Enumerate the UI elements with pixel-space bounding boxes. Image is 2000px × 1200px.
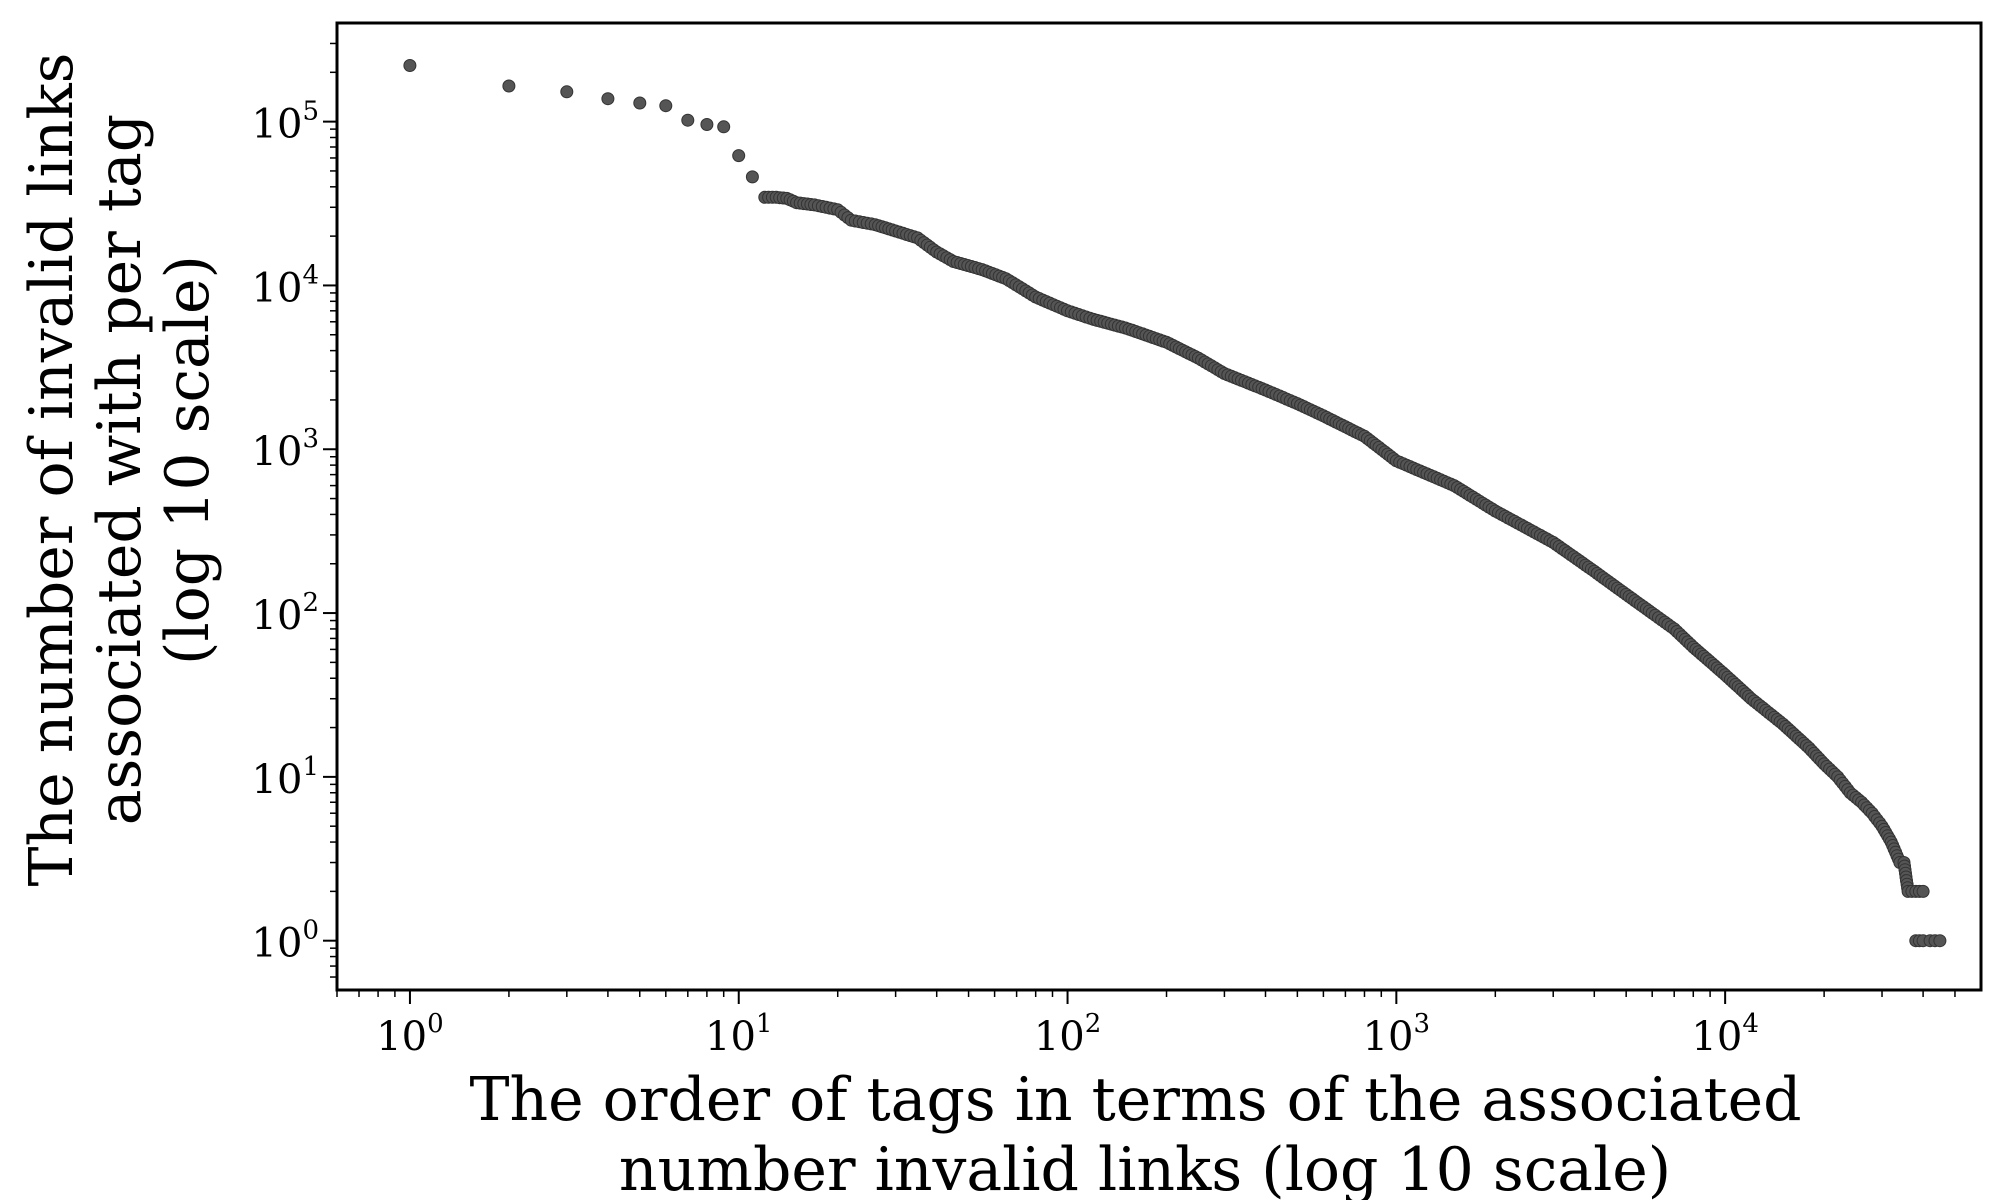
data-point — [681, 113, 695, 127]
y-axis-label: The number of invalid links associated w… — [17, 33, 223, 886]
tick-label-exponent: 1 — [756, 1009, 773, 1039]
tick-label-exponent: 0 — [302, 916, 319, 946]
tick-label-base: 10 — [252, 102, 303, 148]
tick-label-exponent: 4 — [302, 260, 319, 290]
tick-label-exponent: 3 — [1414, 1009, 1431, 1039]
x-axis-label-line: number invalid links (log 10 scale) — [619, 1135, 1671, 1200]
data-point — [1933, 934, 1947, 948]
y-tick-label: 103 — [252, 424, 319, 475]
y-axis-label-line: (log 10 scale) — [153, 255, 223, 665]
data-point — [560, 85, 574, 99]
data-point — [601, 92, 615, 106]
tick-label-base: 10 — [252, 921, 303, 967]
tick-label-base: 10 — [252, 757, 303, 803]
x-axis-label-line: The order of tags in terms of the associ… — [469, 1065, 1801, 1135]
y-tick-label: 104 — [252, 260, 319, 311]
data-points — [403, 59, 1947, 948]
tick-label-exponent: 5 — [302, 97, 319, 127]
data-point — [745, 170, 759, 184]
tick-label-exponent: 2 — [302, 588, 319, 618]
tick-label-base: 10 — [252, 429, 303, 475]
data-point — [403, 59, 417, 72]
tick-label-base: 10 — [705, 1014, 756, 1060]
tick-label-exponent: 3 — [302, 424, 319, 454]
y-tick-label: 105 — [252, 97, 319, 148]
data-point — [659, 99, 673, 113]
tick-label-base: 10 — [376, 1014, 427, 1060]
data-point — [732, 149, 746, 163]
plot-area — [335, 21, 1983, 992]
data-point — [700, 118, 714, 131]
tick-label-exponent: 0 — [427, 1009, 444, 1039]
x-axis-label: The order of tags in terms of the associ… — [469, 1065, 1820, 1200]
x-tick-label: 102 — [1034, 1009, 1101, 1060]
y-axis-label-line: associated with per tag — [85, 114, 155, 825]
tick-label-exponent: 4 — [1742, 1009, 1759, 1039]
y-tick-label: 101 — [252, 752, 319, 803]
y-tick-label: 100 — [252, 916, 319, 967]
tick-label-exponent: 2 — [1085, 1009, 1102, 1039]
tick-label-base: 10 — [1034, 1014, 1085, 1060]
x-tick-label: 103 — [1363, 1009, 1430, 1060]
y-axis-label-line: The number of invalid links — [17, 53, 87, 887]
x-tick-label: 101 — [705, 1009, 772, 1060]
data-point — [1916, 884, 1930, 898]
x-tick-label: 104 — [1691, 1009, 1758, 1060]
y-tick-label: 102 — [252, 588, 319, 639]
x-tick-label: 100 — [376, 1009, 443, 1060]
data-point — [633, 96, 647, 110]
tick-label-base: 10 — [252, 593, 303, 639]
tick-label-base: 10 — [252, 265, 303, 311]
tick-label-base: 10 — [1691, 1014, 1742, 1060]
data-point — [502, 79, 516, 93]
data-point — [717, 120, 731, 134]
tick-label-base: 10 — [1363, 1014, 1414, 1060]
tick-label-exponent: 1 — [302, 752, 319, 782]
